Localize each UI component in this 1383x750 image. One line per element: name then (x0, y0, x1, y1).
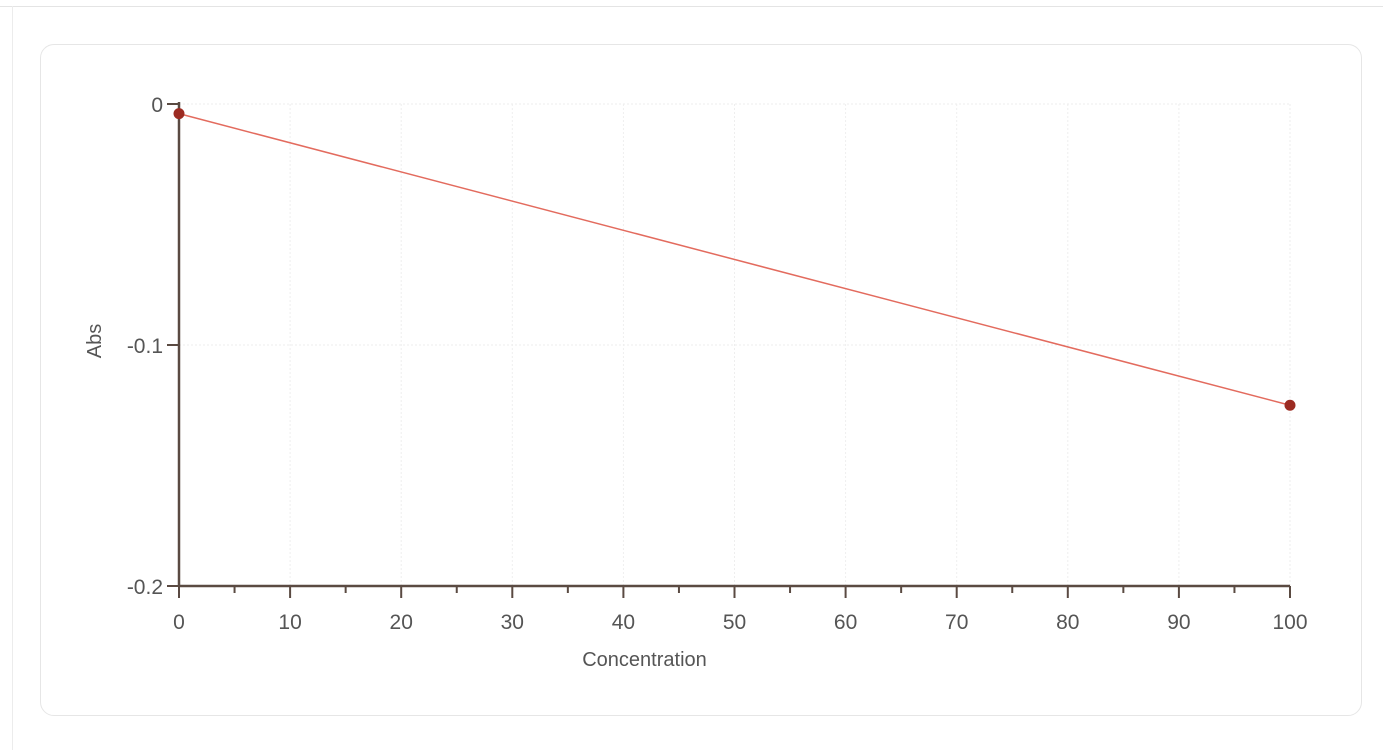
chart-panel (40, 44, 1362, 716)
x-axis-ticks: 0 10 20 30 40 50 60 70 80 90 100 (173, 586, 1308, 634)
x-tick-label: 60 (834, 611, 857, 634)
x-tick-label: 50 (723, 611, 746, 634)
frame-top-border (0, 6, 1383, 7)
y-tick-label: 0 (151, 94, 163, 117)
series-group (173, 108, 1296, 411)
y-tick-label: -0.2 (127, 576, 163, 599)
data-point (1284, 399, 1296, 411)
x-tick-label: 40 (612, 611, 635, 634)
x-tick-label: 10 (278, 611, 301, 634)
y-axis-ticks: 0 -0.1 -0.2 (127, 94, 179, 599)
grid-lines (179, 103, 1291, 586)
x-tick-label: 20 (390, 611, 413, 634)
series-line (178, 112, 1291, 406)
x-tick-label: 30 (501, 611, 524, 634)
x-axis-title: Concentration (582, 649, 707, 671)
x-tick-label: 80 (1056, 611, 1079, 634)
y-tick-label: -0.1 (127, 335, 163, 358)
x-tick-label: 70 (945, 611, 968, 634)
y-axis-title: Abs (84, 324, 106, 358)
x-tick-label: 0 (173, 611, 185, 634)
x-tick-label: 100 (1272, 611, 1307, 634)
data-point (173, 108, 185, 120)
x-tick-label: 90 (1167, 611, 1190, 634)
frame-left-border (12, 6, 13, 750)
